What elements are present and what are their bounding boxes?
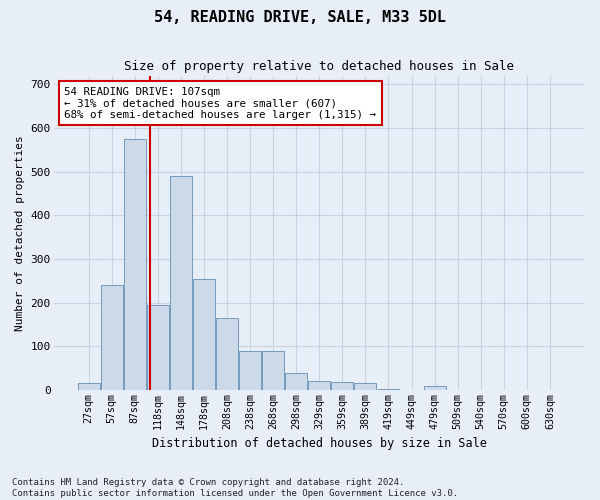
Bar (78, 384, 100, 390)
Bar (285, 374, 307, 390)
Text: 54 READING DRIVE: 107sqm
← 31% of detached houses are smaller (607)
68% of semi-: 54 READING DRIVE: 107sqm ← 31% of detach… (64, 86, 376, 120)
Bar (124, 139, 146, 390)
Text: Contains HM Land Registry data © Crown copyright and database right 2024.
Contai: Contains HM Land Registry data © Crown c… (12, 478, 458, 498)
Bar (424, 386, 446, 390)
Bar (170, 176, 192, 390)
Text: 54, READING DRIVE, SALE, M33 5DL: 54, READING DRIVE, SALE, M33 5DL (154, 10, 446, 25)
Bar (147, 305, 169, 390)
Bar (101, 285, 123, 390)
Bar (193, 278, 215, 390)
Bar (331, 382, 353, 390)
Bar (239, 350, 261, 390)
Bar (355, 384, 376, 390)
Bar (377, 388, 400, 390)
Bar (216, 318, 238, 390)
Title: Size of property relative to detached houses in Sale: Size of property relative to detached ho… (124, 60, 514, 73)
Y-axis label: Number of detached properties: Number of detached properties (15, 135, 25, 330)
Bar (308, 381, 330, 390)
X-axis label: Distribution of detached houses by size in Sale: Distribution of detached houses by size … (152, 437, 487, 450)
Bar (262, 350, 284, 390)
